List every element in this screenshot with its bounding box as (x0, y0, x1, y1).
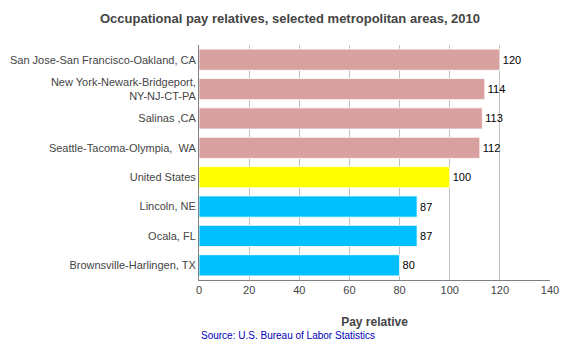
svg-text:Brownsville-Harlingen, TX: Brownsville-Harlingen, TX (69, 259, 196, 271)
svg-text:Occupational pay relatives, se: Occupational pay relatives, selected met… (100, 11, 480, 26)
svg-text:80: 80 (393, 284, 405, 296)
svg-text:Source: U.S. Bureau of Labor S: Source: U.S. Bureau of Labor Statistics (201, 330, 375, 341)
svg-text:Pay relative: Pay relative (341, 315, 408, 329)
svg-text:100: 100 (453, 171, 471, 183)
svg-text:20: 20 (243, 284, 255, 296)
svg-text:114: 114 (488, 83, 506, 95)
svg-text:87: 87 (420, 201, 432, 213)
svg-text:60: 60 (343, 284, 355, 296)
svg-text:80: 80 (403, 259, 415, 271)
svg-text:140: 140 (541, 284, 559, 296)
svg-text:113: 113 (485, 112, 503, 124)
svg-text:112: 112 (483, 142, 501, 154)
svg-text:0: 0 (196, 284, 202, 296)
svg-text:Seattle-Tacoma-Olympia, WA: Seattle-Tacoma-Olympia, WA (49, 142, 197, 154)
svg-text:Ocala, FL: Ocala, FL (148, 230, 196, 242)
svg-text:87: 87 (420, 230, 432, 242)
svg-text:40: 40 (293, 284, 305, 296)
svg-text:New York-Newark-Bridgeport,NY-: New York-Newark-Bridgeport,NY-NJ-CT-PA (51, 76, 197, 102)
svg-text:San Jose-San Francisco-Oakland: San Jose-San Francisco-Oakland, CA (10, 54, 197, 66)
svg-text:United States: United States (130, 171, 197, 183)
svg-text:Salinas ,CA: Salinas ,CA (138, 112, 196, 124)
svg-text:Lincoln, NE: Lincoln, NE (140, 200, 196, 212)
svg-text:100: 100 (441, 284, 459, 296)
svg-text:120: 120 (491, 284, 509, 296)
svg-text:120: 120 (503, 54, 521, 66)
